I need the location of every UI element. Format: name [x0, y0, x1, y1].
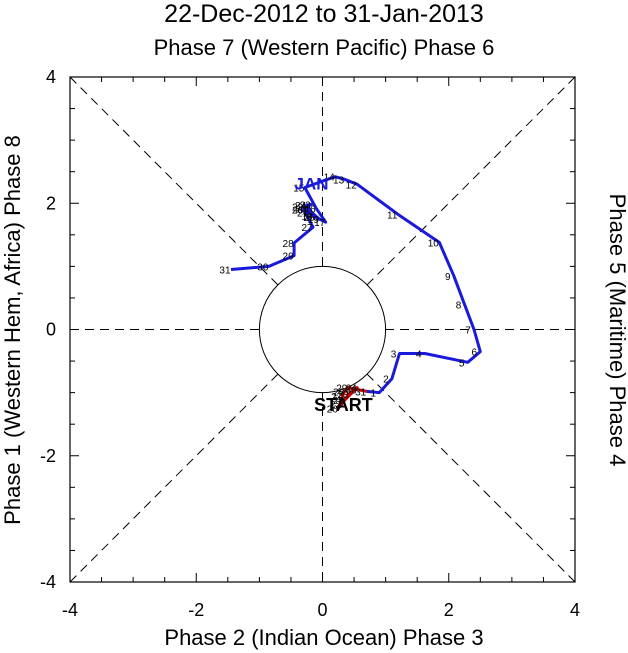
- y-tick-label: 4: [46, 67, 56, 87]
- day-label: 16: [305, 204, 317, 215]
- day-label: 1: [371, 389, 377, 400]
- day-label: 11: [387, 211, 398, 222]
- day-label: 22: [292, 202, 304, 213]
- day-label: 6: [472, 348, 478, 359]
- day-label: 19: [308, 215, 320, 226]
- day-label: 26: [327, 404, 339, 415]
- day-label: 31: [355, 387, 367, 398]
- day-label: 5: [459, 358, 465, 369]
- day-label: 23: [337, 390, 349, 401]
- day-label: 21: [297, 209, 309, 220]
- day-label: 9: [445, 272, 451, 283]
- x-tick-label: 2: [444, 600, 454, 620]
- plot-area: [69, 76, 576, 583]
- day-label: 7: [465, 326, 471, 337]
- day-label: 27: [331, 392, 343, 403]
- chart-title: 22-Dec-2012 to 31-Jan-2013: [164, 0, 484, 28]
- weak-amplitude-circle: [258, 265, 387, 394]
- day-label: 15: [293, 183, 305, 194]
- x-tick-label: -2: [188, 600, 204, 620]
- day-label: 28: [283, 239, 295, 250]
- top-phase-label: Phase 7 (Western Pacific) Phase 6: [154, 35, 495, 60]
- day-label: 4: [416, 349, 422, 360]
- x-tick-label: 4: [570, 600, 580, 620]
- day-label: 22: [330, 400, 342, 411]
- month-label-january: JAN: [295, 174, 329, 193]
- day-label: 29: [283, 252, 295, 263]
- day-label: 30: [346, 385, 358, 396]
- day-label: 28: [333, 387, 345, 398]
- day-label: 2: [383, 375, 389, 386]
- day-label: 26: [292, 206, 304, 217]
- day-label: 24: [346, 384, 358, 395]
- bottom-phase-label: Phase 2 (Indian Ocean) Phase 3: [164, 625, 483, 650]
- day-label: 8: [456, 300, 462, 311]
- y-tick-label: 0: [46, 320, 56, 340]
- day-label: 12: [346, 180, 358, 191]
- y-tick-label: 2: [46, 193, 56, 213]
- y-tick-label: -4: [40, 572, 56, 592]
- y-tick-label: -2: [40, 446, 56, 466]
- day-label: 17: [314, 218, 326, 229]
- day-label: 10: [428, 238, 440, 249]
- day-label: 25: [303, 213, 315, 224]
- day-label: 3: [391, 349, 397, 360]
- day-label: 29: [336, 384, 348, 395]
- day-label: 30: [257, 262, 269, 273]
- day-label: 18: [301, 212, 313, 223]
- right-phase-label: Phase 5 (Maritime) Phase 4: [605, 194, 628, 467]
- x-tick-label: 0: [317, 600, 327, 620]
- day-label: 23: [300, 201, 312, 212]
- day-label: 25: [333, 396, 345, 407]
- day-label: 20: [295, 204, 307, 215]
- series-line-january: [230, 175, 482, 395]
- day-label: 27: [301, 223, 313, 234]
- day-label: 13: [333, 175, 345, 186]
- day-label: 31: [219, 266, 231, 277]
- left-phase-label: Phase 1 (Western Hem, Africa) Phase 8: [0, 135, 25, 525]
- start-label: START: [314, 395, 373, 415]
- day-label: 24: [295, 201, 307, 212]
- series-line-december: [336, 386, 367, 410]
- day-label: 14: [324, 173, 336, 184]
- x-tick-label: -4: [62, 600, 78, 620]
